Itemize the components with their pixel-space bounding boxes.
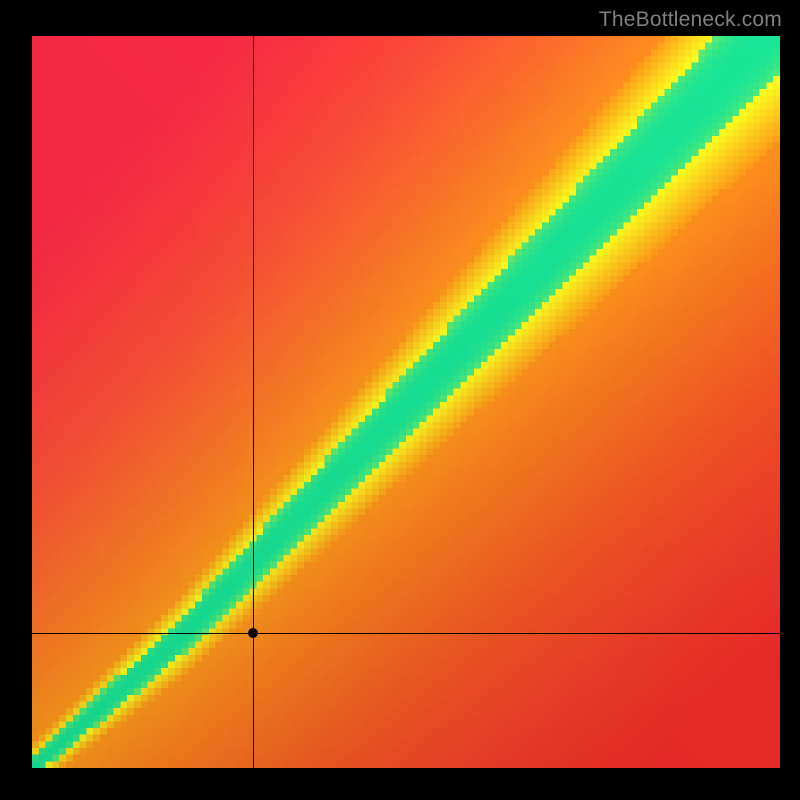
bottleneck-heatmap [32, 36, 780, 768]
crosshair-vertical [253, 36, 254, 768]
watermark-text: TheBottleneck.com [599, 8, 782, 32]
data-point-marker [248, 628, 258, 638]
chart-container: TheBottleneck.com [0, 0, 800, 800]
crosshair-horizontal [32, 633, 780, 634]
